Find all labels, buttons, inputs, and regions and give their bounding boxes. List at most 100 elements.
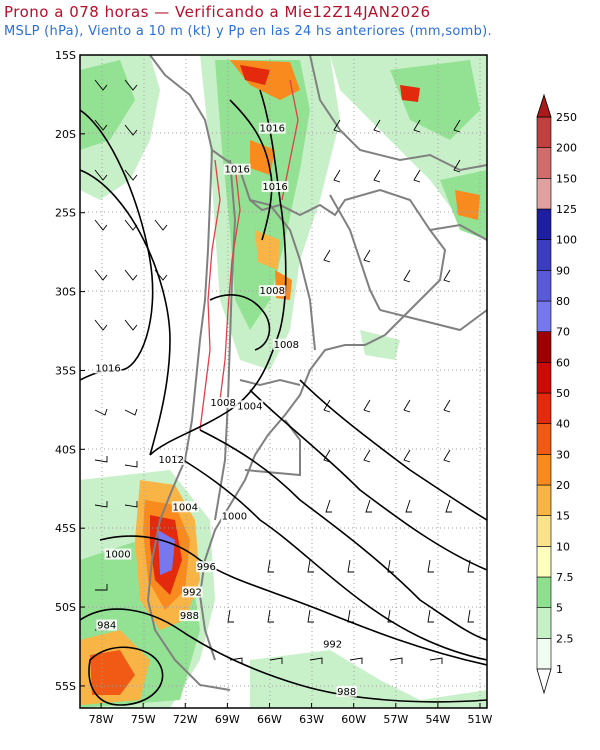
lon-label: 75W: [131, 713, 156, 726]
colorbar-segment: [536, 392, 552, 424]
precip-colorbar: 1 2.5 5 7.5 10 15 20 30 40 50 60 70 80 90 100 125 150 200…: [536, 93, 577, 695]
colorbar-label: 125: [556, 203, 577, 216]
colorbar-label: 50: [556, 387, 570, 400]
colorbar-segment: [536, 331, 552, 363]
colorbar-segment: [536, 515, 552, 547]
isobar-label-bg: [196, 561, 217, 573]
wind-barbs: [94, 79, 474, 664]
lat-label: 25S: [55, 207, 76, 220]
lon-label: 60W: [341, 713, 366, 726]
isobar-label-bg: [272, 338, 300, 350]
isobar-label: 988: [337, 687, 356, 698]
isobar-label: 1000: [105, 550, 130, 561]
lat-label: 20S: [55, 128, 76, 141]
colorbar-label: 30: [556, 448, 570, 461]
isobar-label-bg: [171, 501, 199, 513]
map-border: [79, 54, 488, 709]
latitude-labels: 15S 20S 25S 30S 35S 40S 45S 50S 55S: [55, 49, 85, 693]
colorbar-segment: [536, 454, 552, 486]
lon-label: 69W: [215, 713, 240, 726]
colorbar-segment: [536, 147, 552, 179]
colorbar-segment: [536, 576, 552, 608]
colorbar-segment: [536, 116, 552, 148]
colorbar-label: 15: [556, 510, 570, 523]
colorbar-label: 2.5: [556, 632, 574, 645]
colorbar-min-arrow: [536, 668, 552, 695]
isobar-label: 1008: [260, 286, 285, 297]
isobar-label: 988: [180, 611, 199, 622]
lon-label: 78W: [89, 713, 114, 726]
isobar-label: 996: [197, 562, 216, 573]
isobar-label: 992: [323, 639, 342, 650]
isobar-label-bg: [96, 619, 117, 631]
isobar-label-bg: [179, 610, 200, 622]
colorbar-segment: [536, 546, 552, 578]
lat-label: 35S: [55, 364, 76, 377]
isobar-label-bg: [157, 453, 185, 465]
lat-label: 45S: [55, 522, 76, 535]
isobar-label: 984: [97, 621, 116, 632]
isobar-label-bg: [258, 285, 286, 297]
lon-label: 57W: [383, 713, 408, 726]
colorbar-label: 40: [556, 418, 570, 431]
colorbar-segment: [536, 638, 552, 670]
colorbar-label: 200: [556, 142, 577, 155]
isobar-label: 1008: [274, 340, 299, 351]
colorbar-segment: [536, 423, 552, 455]
colorbar-label: 90: [556, 264, 570, 277]
isobar-label-bg: [209, 397, 237, 409]
isobar-label: 1016: [262, 182, 287, 193]
isobar-label-bg: [336, 685, 357, 697]
lon-label: 63W: [299, 713, 324, 726]
lat-label: 40S: [55, 443, 76, 456]
lat-label: 55S: [55, 680, 76, 693]
isobar-label: 1016: [224, 165, 249, 176]
colorbar-label: 100: [556, 234, 577, 247]
colorbar-label: 20: [556, 479, 570, 492]
colorbar-label: 60: [556, 356, 570, 369]
colorbar-label: 70: [556, 326, 570, 339]
colorbar-segment: [536, 178, 552, 210]
colorbar-segment: [536, 300, 552, 332]
longitude-labels: 78W 75W 72W 69W 66W 63W 60W 57W 54W 51W: [89, 703, 493, 726]
isobar-label-bg: [261, 181, 289, 193]
isobar-label-bg: [104, 548, 132, 560]
isobar-label-bg: [236, 400, 264, 412]
map-title: Prono a 078 horas — Verificando a Mie12Z…: [4, 3, 431, 21]
colorbar-label: 7.5: [556, 571, 574, 584]
colorbar-label: 5: [556, 602, 563, 615]
colorbar-max-arrow: [536, 93, 552, 118]
colorbar-label: 80: [556, 295, 570, 308]
isobar-label-bg: [94, 362, 122, 374]
colorbar-label: 1: [556, 663, 563, 676]
colorbar-label: 10: [556, 540, 570, 553]
lon-label: 66W: [257, 713, 282, 726]
isobar-label: 1012: [158, 455, 183, 466]
colorbar-segment: [536, 607, 552, 639]
isobar-label: 1004: [237, 401, 262, 412]
isobar-label: 1016: [95, 363, 120, 374]
isobar-label: 1004: [173, 502, 198, 513]
lon-label: 72W: [173, 713, 198, 726]
lat-label: 15S: [55, 49, 76, 62]
colorbar-segment: [536, 270, 552, 302]
lon-label: 51W: [468, 713, 493, 726]
isobar-label-bg: [223, 163, 251, 175]
isobar-label: 992: [183, 587, 202, 598]
isobar-label-bg: [220, 510, 248, 522]
map-subtitle: MSLP (hPa), Viento a 10 m (kt) y Pp en l…: [4, 24, 492, 39]
colorbar-segment: [536, 484, 552, 516]
colorbar-label: 150: [556, 172, 577, 185]
isobar-label: 1008: [210, 398, 235, 409]
grid-lines: [80, 55, 487, 708]
colorbar-segment: [536, 362, 552, 394]
precip-light: [80, 55, 487, 708]
isobar-label: 1016: [260, 124, 285, 135]
colorbar-segment: [536, 239, 552, 271]
colorbar-segment: [536, 208, 552, 240]
isobar-label-bg: [322, 638, 343, 650]
colorbar-label: 250: [556, 111, 577, 124]
